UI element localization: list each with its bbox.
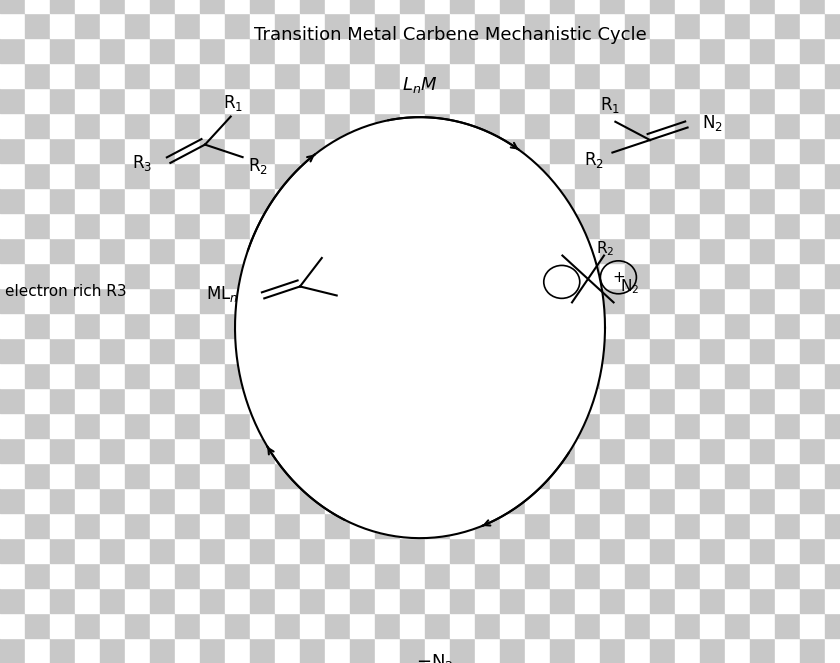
Text: R$_2$: R$_2$ <box>344 293 365 313</box>
Text: L$_n$M: L$_n$M <box>402 75 438 95</box>
Text: $-$N$_2$: $-$N$_2$ <box>417 652 454 663</box>
Text: R$_1$: R$_1$ <box>550 240 569 259</box>
Text: R$_3$: R$_3$ <box>132 153 153 173</box>
Text: R$_2$: R$_2$ <box>585 150 605 170</box>
Text: N$_2$: N$_2$ <box>620 277 639 296</box>
Text: electron rich R3: electron rich R3 <box>5 284 127 298</box>
Ellipse shape <box>235 117 605 538</box>
Text: $+$: $+$ <box>612 270 625 285</box>
Text: ML$_n$: ML$_n$ <box>553 304 585 324</box>
Text: R$_2$: R$_2$ <box>248 156 268 176</box>
Text: R$_1$: R$_1$ <box>601 95 621 115</box>
Text: ML$_n$: ML$_n$ <box>206 284 239 304</box>
Text: R$_1$: R$_1$ <box>314 234 333 254</box>
Text: N$_2$: N$_2$ <box>702 113 723 133</box>
Text: $-$: $-$ <box>555 274 569 289</box>
Text: R$_2$: R$_2$ <box>596 239 615 257</box>
Text: R$_1$: R$_1$ <box>223 93 243 113</box>
Text: Transition Metal Carbene Mechanistic Cycle: Transition Metal Carbene Mechanistic Cyc… <box>254 26 646 44</box>
